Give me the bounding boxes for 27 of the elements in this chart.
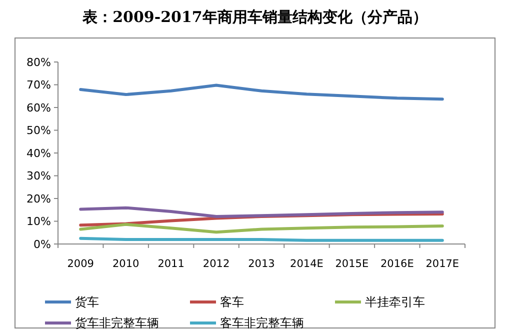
x-tick-label: 2017E [426, 258, 460, 270]
y-tick-label: 50% [26, 124, 51, 138]
y-tick-label: 0% [34, 238, 51, 251]
legend-label: 货车非完整车辆 [75, 316, 159, 330]
legend-label: 客车非完整车辆 [220, 316, 304, 330]
line-series [79, 222, 444, 234]
x-tick-label: 2016E [380, 258, 414, 270]
x-tick-label: 2011 [158, 258, 184, 270]
chart-title: 表：2009-2017年商用车销量结构变化（分产品） [82, 8, 428, 26]
x-tick-label: 2013 [248, 258, 275, 270]
x-tick-label: 2015E [335, 258, 369, 270]
x-tick-label: 2009 [67, 258, 94, 270]
y-tick-label: 70% [26, 78, 51, 92]
legend-label: 货车 [75, 295, 99, 310]
y-tick-label: 80% [26, 56, 51, 69]
line-series [79, 206, 444, 218]
x-tick-label: 2014E [290, 258, 324, 270]
y-tick-label: 30% [26, 170, 51, 183]
line-series [79, 84, 444, 101]
y-tick-label: 10% [26, 215, 51, 228]
y-tick-label: 20% [26, 192, 51, 206]
x-tick-label: 2012 [202, 258, 230, 270]
legend-label: 客车 [220, 295, 244, 310]
y-tick-label: 60% [26, 101, 51, 114]
y-tick-label: 40% [26, 146, 51, 160]
x-tick-label: 2010 [112, 258, 140, 270]
legend-label: 半挂牵引车 [365, 295, 425, 310]
